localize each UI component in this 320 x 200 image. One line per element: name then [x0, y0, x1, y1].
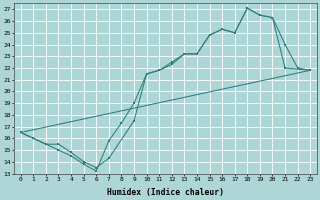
X-axis label: Humidex (Indice chaleur): Humidex (Indice chaleur) [107, 188, 224, 197]
